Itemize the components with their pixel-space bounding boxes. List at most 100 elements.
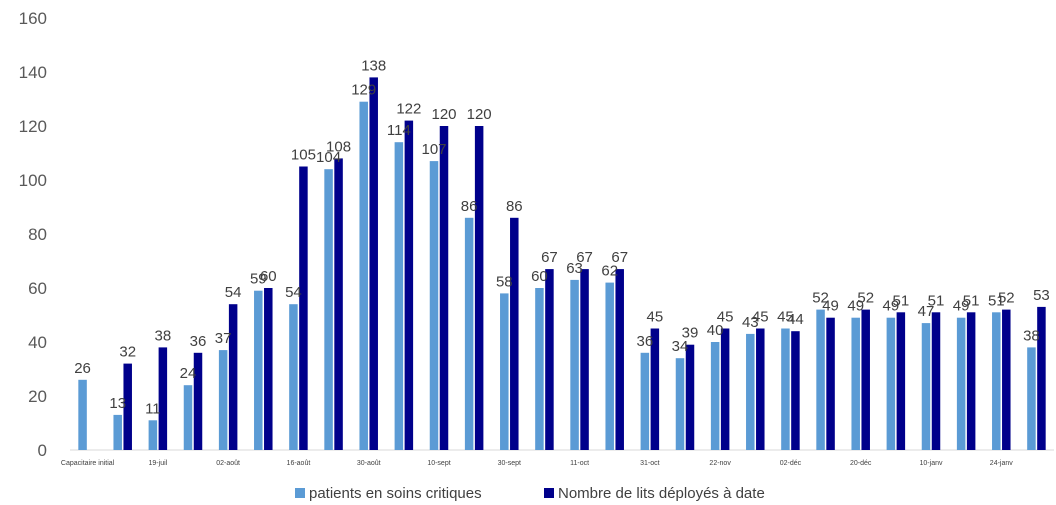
bar-patients [851, 317, 860, 450]
bar-lits [123, 363, 132, 450]
y-tick-label: 120 [19, 117, 47, 136]
bar-lits [1037, 306, 1046, 450]
data-label-patients: 34 [672, 338, 689, 355]
data-label-patients: 104 [316, 149, 341, 166]
bar-patients [992, 312, 1001, 450]
bar-lits [791, 331, 800, 450]
bar-patients [570, 279, 579, 450]
data-label-lits: 67 [576, 249, 593, 266]
x-tick-label: Capacitaire initial [61, 460, 115, 467]
bar-lits [228, 304, 238, 450]
data-label-lits: 36 [190, 333, 207, 350]
data-label-patients: 114 [387, 122, 411, 139]
bar-patients [464, 217, 474, 450]
bar-patients [816, 309, 825, 450]
data-label-lits: 39 [682, 325, 699, 342]
bar-lits [264, 288, 273, 450]
data-label-lits: 105 [291, 147, 316, 164]
data-label-lits: 44 [787, 311, 804, 328]
data-label-lits: 86 [506, 198, 523, 215]
y-tick-label: 100 [19, 171, 47, 190]
bar-patients [183, 385, 193, 450]
bar-lits [580, 269, 589, 450]
data-label-patients: 107 [421, 141, 446, 158]
data-label-lits: 138 [361, 57, 386, 74]
x-tick-label: 16-août [287, 460, 311, 467]
data-label-lits: 52 [998, 290, 1015, 307]
bar-lits [896, 312, 906, 450]
legend-swatch-patients [295, 488, 305, 498]
x-axis: Capacitaire initial 19-juil 02-août 16-août… [61, 460, 1013, 467]
data-label-patients: 49 [883, 298, 900, 315]
bar-patients [429, 161, 439, 450]
bars [78, 77, 1046, 451]
bar-lits [193, 352, 203, 450]
x-tick-label: 11-oct [570, 460, 589, 467]
x-tick-label: 02-août [216, 460, 240, 467]
y-tick-label: 40 [28, 333, 47, 352]
data-label-lits: 38 [155, 327, 172, 344]
x-tick-label: 10-janv [920, 460, 943, 467]
bar-patients [1027, 347, 1036, 450]
bar-patients [113, 414, 122, 450]
x-tick-label: 30-sept [498, 460, 521, 467]
bar-lits [615, 269, 624, 450]
data-label-lits: 120 [431, 106, 456, 123]
x-tick-label: 02-déc [780, 460, 802, 467]
bar-patients [746, 333, 755, 450]
data-label-lits: 67 [611, 249, 628, 266]
bar-lits [1002, 309, 1011, 450]
bar-patients [500, 293, 509, 450]
bar-lits [369, 77, 378, 451]
bar-patients [394, 142, 404, 450]
data-label-patients: 36 [637, 333, 654, 350]
data-label-lits: 108 [326, 138, 351, 155]
bar-patients [359, 101, 368, 450]
data-label-patients: 45 [777, 309, 794, 326]
data-label-patients: 26 [74, 360, 91, 377]
data-label-lits: 67 [541, 249, 558, 266]
data-label-patients: 86 [461, 198, 478, 215]
bar-lits [756, 328, 765, 450]
data-label-lits: 51 [928, 292, 945, 309]
bar-lits [545, 269, 554, 450]
data-label-patients: 59 [250, 271, 267, 288]
bar-lits [474, 126, 484, 450]
bar-lits [439, 126, 449, 450]
data-label-patients: 24 [180, 365, 197, 382]
x-tick-label: 24-janv [990, 460, 1013, 467]
data-label-patients: 52 [812, 290, 829, 307]
data-label-patients: 11 [145, 400, 161, 417]
legend-swatch-lits [544, 488, 554, 498]
bar-patients [640, 352, 650, 450]
bar-patients [78, 379, 87, 450]
data-label-patients: 51 [988, 292, 1005, 309]
data-label-patients: 47 [918, 303, 935, 320]
bar-patients [675, 358, 685, 450]
bar-lits [334, 158, 343, 450]
data-label-patients: 40 [707, 322, 724, 339]
data-label-lits: 45 [647, 309, 664, 326]
y-tick-label: 160 [19, 9, 47, 28]
bar-lits [299, 166, 308, 450]
bar-lits [510, 217, 519, 450]
y-tick-label: 140 [19, 63, 47, 82]
data-label-lits: 122 [396, 101, 421, 118]
y-tick-label: 80 [28, 225, 47, 244]
data-label-lits: 45 [752, 309, 769, 326]
bar-patients [956, 317, 966, 450]
bar-lits [685, 344, 695, 450]
legend-label-lits: Nombre de lits déployés à date [558, 485, 765, 502]
bar-lits [966, 312, 976, 450]
bar-patients [218, 350, 228, 450]
bar-lits [158, 347, 168, 450]
data-label-patients: 38 [1023, 327, 1040, 344]
data-label-lits: 51 [893, 292, 910, 309]
data-label-patients: 62 [601, 263, 618, 280]
y-tick-label: 20 [28, 387, 47, 406]
bar-lits [826, 317, 835, 450]
bar-patients [886, 317, 896, 450]
data-label-patients: 49 [847, 298, 864, 315]
data-label-patients: 60 [531, 268, 548, 285]
